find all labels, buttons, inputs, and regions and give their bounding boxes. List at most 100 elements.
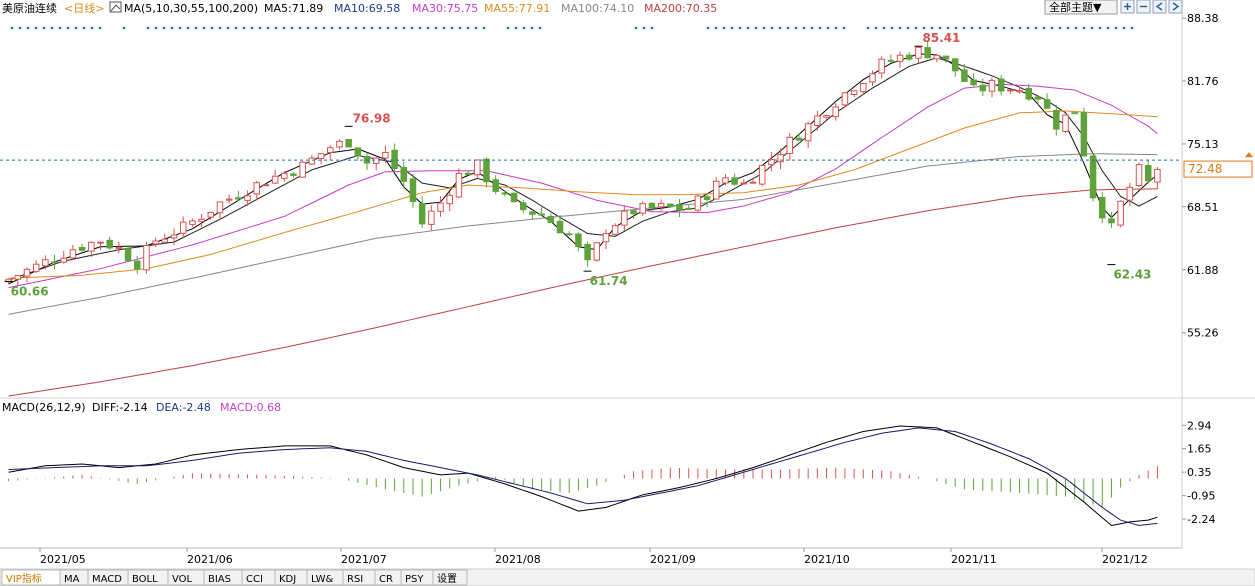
signal-dot <box>834 26 838 30</box>
tab-kdj[interactable]: KDJ <box>274 569 308 586</box>
signal-dot <box>178 26 182 30</box>
candle-body <box>391 149 398 169</box>
signal-dot <box>26 26 30 30</box>
candle <box>667 203 674 208</box>
candle-body <box>731 177 738 185</box>
candle-body <box>336 140 343 148</box>
candle-body <box>667 203 674 208</box>
candle <box>262 184 270 187</box>
candle <box>152 237 159 248</box>
zoom-in-icon[interactable] <box>1120 0 1135 14</box>
tab-label: LW& <box>311 574 334 585</box>
candle-body <box>878 58 885 74</box>
candle-body <box>170 234 178 239</box>
candle <box>1025 83 1032 101</box>
zoom-out-icon[interactable] <box>1136 0 1151 14</box>
signal-dot <box>378 26 382 30</box>
candle-body <box>51 261 58 264</box>
macd-dea-value: DEA:-2.48 <box>156 401 211 414</box>
candle <box>915 45 922 64</box>
signal-dot <box>282 26 286 30</box>
signal-dot <box>418 26 422 30</box>
candle-body <box>602 233 610 243</box>
candle <box>1117 200 1124 228</box>
signal-dot <box>290 26 294 30</box>
signal-dot <box>90 26 94 30</box>
tab-lw[interactable]: LW& <box>306 569 344 586</box>
tab-ma[interactable]: MA <box>59 569 89 586</box>
settings-icon[interactable] <box>109 1 122 13</box>
signal-dot <box>10 26 14 30</box>
candle-body <box>1108 218 1115 224</box>
signal-dot <box>394 26 398 30</box>
scroll-left-icon[interactable] <box>1152 0 1167 14</box>
extreme-label: 85.41 <box>922 31 960 45</box>
ma200-line <box>8 188 1158 397</box>
candle <box>648 202 656 212</box>
candle <box>1016 86 1023 94</box>
signal-dot <box>730 26 734 30</box>
candle-body <box>906 54 913 60</box>
candle <box>703 194 711 208</box>
signal-dot <box>818 26 822 30</box>
tab-settings[interactable]: 设置 <box>432 569 468 586</box>
candle-body <box>740 182 748 185</box>
candle <box>869 70 876 86</box>
candle-body <box>1126 186 1134 201</box>
signal-dot <box>122 26 126 30</box>
tab-rsi[interactable]: RSI <box>342 569 376 586</box>
candle-body <box>520 202 527 211</box>
tab-label: MA <box>64 574 80 585</box>
candle <box>1135 162 1143 187</box>
tab-label: KDJ <box>279 574 296 585</box>
candle <box>1071 112 1078 115</box>
tab-psy[interactable]: PSY <box>400 569 434 586</box>
signal-dot <box>962 26 966 30</box>
candle-body <box>621 210 628 226</box>
theme-button[interactable]: 全部主题▼ <box>1044 0 1118 15</box>
y-tick-label: 61.88 <box>1187 264 1219 277</box>
scroll-right-icon[interactable] <box>1168 0 1183 14</box>
candle <box>942 55 950 63</box>
tab-cci[interactable]: CCI <box>241 569 276 586</box>
signal-dot <box>226 26 230 30</box>
tab-boll[interactable]: BOLL <box>127 569 169 586</box>
candle-body <box>78 246 86 251</box>
tab-cr[interactable]: CR <box>374 569 402 586</box>
candle <box>51 254 58 270</box>
tab-frame <box>432 569 468 586</box>
tab-vol[interactable]: VOL <box>167 569 205 586</box>
signal-dot <box>474 26 478 30</box>
signal-dot <box>42 26 46 30</box>
ma100-value: MA100:74.10 <box>561 2 634 15</box>
candle <box>23 267 31 282</box>
x-tick-label: 2021/11 <box>951 553 997 566</box>
candle-body <box>814 115 821 126</box>
macd-y-tick-label: 1.65 <box>1187 443 1212 456</box>
candle <box>722 174 729 186</box>
tab-macd[interactable]: MACD <box>87 569 129 586</box>
candle-body <box>832 106 839 118</box>
macd-y-tick-label: 0.35 <box>1187 466 1212 479</box>
candle-body <box>382 151 389 159</box>
candle-body <box>400 167 408 182</box>
x-tick-label: 2021/06 <box>187 553 233 566</box>
candle <box>161 233 169 244</box>
candle <box>988 77 996 98</box>
signal-dot <box>450 26 454 30</box>
signal-dot <box>538 26 542 30</box>
signal-dot <box>82 26 86 30</box>
candle <box>483 157 490 188</box>
candle <box>216 201 224 221</box>
tab-vip[interactable]: VIP指标 <box>1 569 61 586</box>
signal-dot <box>18 26 22 30</box>
candle-body <box>492 179 499 192</box>
signal-dot <box>866 26 870 30</box>
candle <box>593 242 601 262</box>
signal-dot <box>1106 26 1110 30</box>
signal-dot <box>754 26 758 30</box>
tab-bias[interactable]: BIAS <box>203 569 243 586</box>
candle <box>676 198 683 218</box>
candle <box>657 199 665 211</box>
ma30-line <box>8 83 1158 289</box>
